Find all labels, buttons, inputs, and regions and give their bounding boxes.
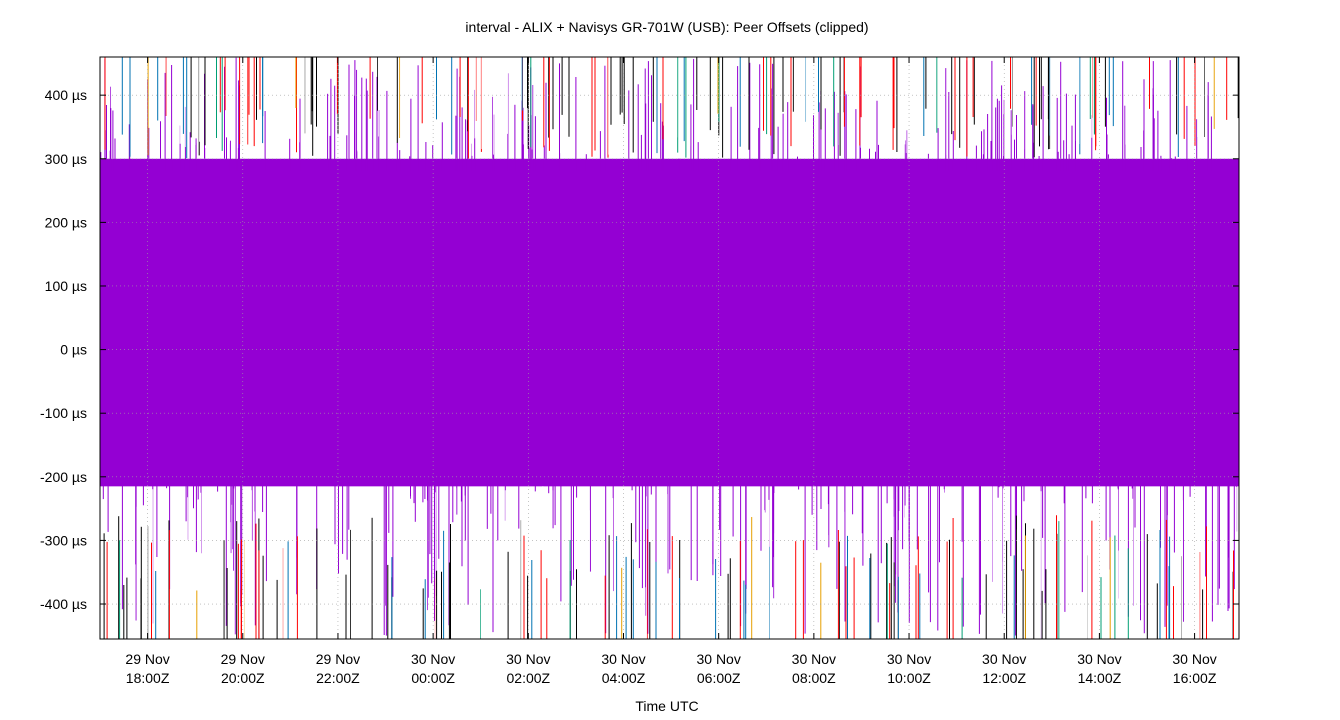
y-tick-label: 100 µs bbox=[45, 278, 87, 294]
x-tick-label-time: 06:00Z bbox=[697, 670, 741, 686]
x-tick-label-date: 30 Nov bbox=[887, 651, 931, 667]
y-tick-label: -400 µs bbox=[40, 596, 87, 612]
x-tick-label-time: 04:00Z bbox=[602, 670, 646, 686]
x-axis-label: Time UTC bbox=[635, 698, 698, 714]
plot-frame bbox=[99, 56, 1240, 640]
x-tick-label-date: 30 Nov bbox=[506, 651, 550, 667]
y-tick-label: -200 µs bbox=[40, 469, 87, 485]
x-tick-label-date: 29 Nov bbox=[221, 651, 265, 667]
x-tick-label-date: 30 Nov bbox=[601, 651, 645, 667]
grid bbox=[100, 57, 1239, 639]
y-tick-label: 0 µs bbox=[60, 342, 87, 358]
x-tick-label-time: 16:00Z bbox=[1173, 670, 1217, 686]
x-tick-label-time: 12:00Z bbox=[982, 670, 1026, 686]
series-4 bbox=[121, 57, 1179, 639]
x-tick-label-time: 10:00Z bbox=[887, 670, 931, 686]
chart-title: interval - ALIX + Navisys GR-701W (USB):… bbox=[465, 19, 868, 35]
x-tick-label-date: 30 Nov bbox=[982, 651, 1026, 667]
x-tick-label-time: 20:00Z bbox=[221, 670, 265, 686]
series-6 bbox=[147, 57, 1215, 639]
x-tick-label-time: 22:00Z bbox=[316, 670, 360, 686]
x-tick-label-time: 00:00Z bbox=[411, 670, 455, 686]
x-tick-label-time: 18:00Z bbox=[126, 670, 170, 686]
x-axis: 29 Nov 18:00Z 29 Nov 20:00Z 29 Nov 22:00Z 30 N… bbox=[125, 57, 1217, 686]
x-tick-label-date: 29 Nov bbox=[316, 651, 360, 667]
y-tick-label: -100 µs bbox=[40, 405, 87, 421]
y-tick-label: 400 µs bbox=[45, 87, 87, 103]
x-tick-label-date: 30 Nov bbox=[696, 651, 740, 667]
x-tick-label-date: 30 Nov bbox=[411, 651, 455, 667]
plot-area bbox=[100, 57, 1239, 639]
series-5 bbox=[119, 57, 1129, 639]
y-axis: 400 µs 300 µs 200 µs 100 µs 0 µs -100 µs -200 … bbox=[40, 87, 1239, 612]
series-3 bbox=[104, 57, 1234, 639]
y-tick-label: 300 µs bbox=[45, 151, 87, 167]
x-tick-label-date: 30 Nov bbox=[1172, 651, 1216, 667]
x-tick-label-date: 30 Nov bbox=[1077, 651, 1121, 667]
y-tick-label: 200 µs bbox=[45, 214, 87, 230]
series-band bbox=[100, 158, 1239, 487]
x-tick-label-date: 30 Nov bbox=[792, 651, 836, 667]
y-tick-label: -300 µs bbox=[40, 532, 87, 548]
spike-gaps bbox=[101, 57, 1237, 639]
x-tick-label-time: 08:00Z bbox=[792, 670, 836, 686]
series-1 bbox=[100, 57, 1239, 639]
x-tick-label-date: 29 Nov bbox=[125, 651, 169, 667]
x-tick-label-time: 14:00Z bbox=[1078, 670, 1122, 686]
x-tick-label-time: 02:00Z bbox=[507, 670, 551, 686]
